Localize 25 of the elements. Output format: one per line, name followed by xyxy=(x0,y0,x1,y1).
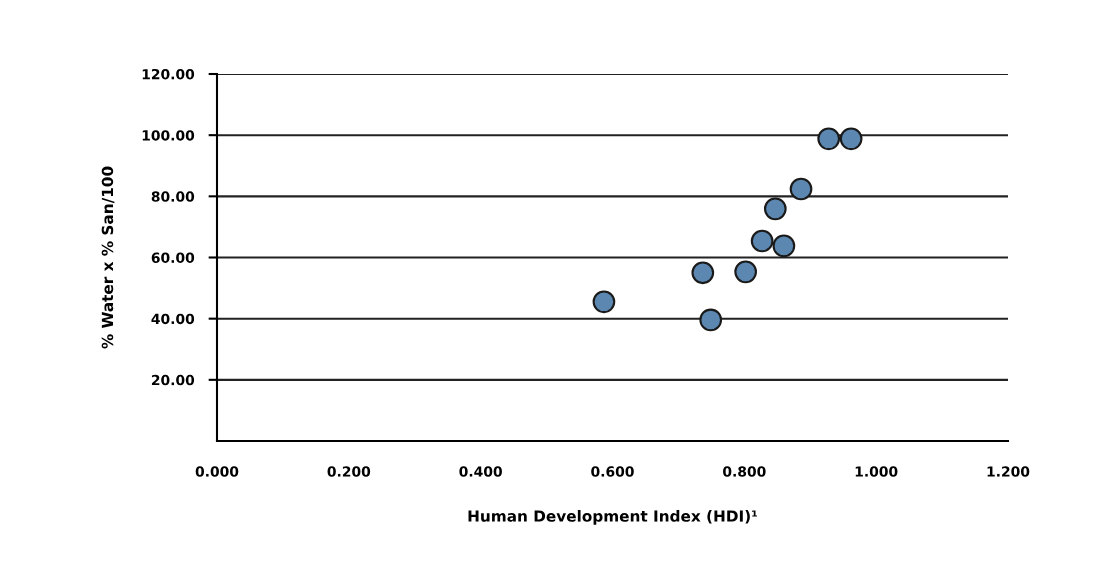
point xyxy=(839,127,863,151)
y-tick-label: 40.00 xyxy=(151,313,195,325)
y-tick-label: 20.00 xyxy=(151,374,195,386)
x-tick-label: 1.000 xyxy=(855,466,898,477)
y-tick-label: 60.00 xyxy=(151,252,195,263)
x-tick-label: 0.800 xyxy=(723,466,766,477)
y-tick-label: 100.00 xyxy=(142,130,195,141)
point xyxy=(789,177,813,201)
point xyxy=(691,261,715,285)
x-tick-label: 1.200 xyxy=(987,466,1030,477)
y-tick-label: 80.00 xyxy=(151,191,195,202)
y-axis-title: % Water x % San/100 xyxy=(101,166,115,349)
x-tick-label: 0.200 xyxy=(327,466,371,477)
point xyxy=(750,229,774,253)
y-tick-label: 120.00 xyxy=(142,68,195,80)
point xyxy=(592,290,616,314)
x-axis-title: Human Development Index (HDI)¹ xyxy=(468,510,758,525)
point xyxy=(817,127,841,151)
point xyxy=(772,234,796,258)
x-tick-label: 0.600 xyxy=(591,466,634,477)
x-tick-label: 0.000 xyxy=(195,466,239,477)
x-tick-label: 0.400 xyxy=(459,466,502,477)
point xyxy=(734,260,757,284)
point xyxy=(763,197,787,221)
point xyxy=(699,308,723,332)
